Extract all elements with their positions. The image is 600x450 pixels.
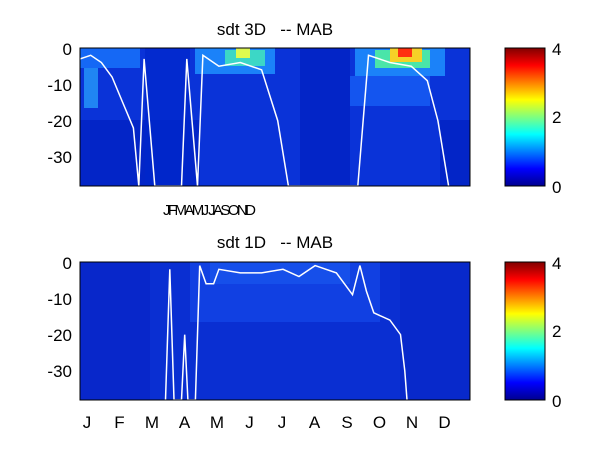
top-colorbar-gradient [504,47,546,187]
top-depth-contour-line [80,53,450,186]
top-colorbar-tick: 0 [552,178,561,197]
bottom-heatmap-band [400,262,470,400]
top-heatmap-band [84,68,98,108]
bottom-xtick-label: N [406,413,418,432]
bottom-xtick-label: F [114,413,124,432]
bottom-xtick-label: J [245,413,254,432]
bottom-depth-contour-line [164,264,408,400]
bottom-xtick-label: D [438,413,450,432]
top-y-axis: 0 -10 -20 -30 [47,40,72,167]
bottom-colorbar-tick: 4 [552,254,561,273]
top-heatmap-band [350,76,430,106]
bottom-heatmap-band [80,262,150,400]
bottom-heatmap-area [80,262,470,400]
top-heatmap-hotspot [236,48,250,58]
top-heatmap-area [80,48,470,186]
bottom-ytick-label: 0 [63,254,72,273]
top-colorbar-tick: 4 [552,40,561,59]
top-colorbar-tick: 2 [552,108,561,127]
top-ytick-label: 0 [63,40,72,59]
bottom-axes-frame [79,261,471,401]
top-xtick-labels: JFMAMJ JASOND [163,202,256,219]
bottom-ytick-label: -10 [47,290,72,309]
bottom-ytick-label: -20 [47,326,72,345]
top-heatmap-band [300,48,350,186]
top-colorbar: 4 2 0 [504,40,561,197]
bottom-xtick-label: S [341,413,352,432]
bottom-xtick-label: J [278,413,287,432]
bottom-xtick-label: O [373,413,386,432]
bottom-xtick-label: A [309,413,321,432]
top-heatmap-hotspot [398,48,412,57]
bottom-colorbar-tick: 0 [552,392,561,411]
top-heatmap-band [80,48,140,68]
top-ytick-label: -20 [47,112,72,131]
bottom-colorbar-tick: 2 [552,322,561,341]
bottom-xtick-label: M [210,413,224,432]
bottom-xtick-label: J [83,413,92,432]
bottom-xtick-label: A [179,413,191,432]
bottom-heatmap-band [210,262,350,284]
bottom-colorbar: 4 2 0 [504,254,561,411]
top-axes-frame [79,47,471,187]
top-heatmap-band [145,48,190,186]
bottom-colorbar-gradient [504,261,546,401]
bottom-y-axis: 0 -10 -20 -30 [47,254,72,381]
bottom-panel-title: sdt 1D -- MAB [217,233,333,252]
top-ytick-label: -10 [47,76,72,95]
top-heatmap-band [440,120,470,186]
top-ytick-label: -30 [47,148,72,167]
bottom-xtick-label: M [145,413,159,432]
top-panel: sdt 3D -- MAB 0 -10 [47,20,561,219]
top-panel-title: sdt 3D -- MAB [217,20,333,39]
bottom-ytick-label: -30 [47,362,72,381]
